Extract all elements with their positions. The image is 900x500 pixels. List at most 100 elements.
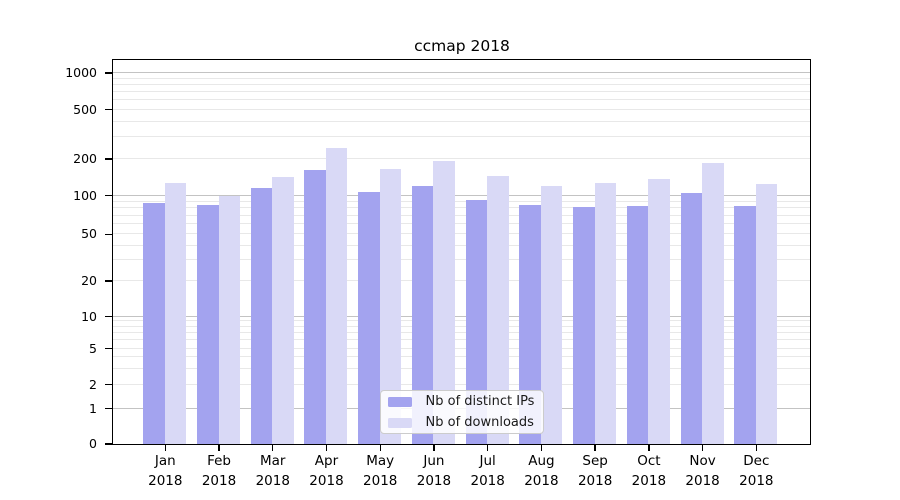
x-tick-mark — [272, 445, 274, 451]
bar-apr-2018-downloads — [325, 147, 348, 444]
gridline-50 — [112, 233, 811, 235]
y-tick-label-0: 0 — [89, 436, 97, 451]
x-tick-label-oct: Oct 2018 — [631, 453, 667, 489]
y-tick-label-100: 100 — [73, 187, 97, 203]
y-tick-mark — [104, 443, 112, 445]
y-tick-label-50: 50 — [81, 226, 97, 242]
bar-aug-2018-distinct-ips — [519, 204, 541, 444]
y-tick-label-20: 20 — [81, 273, 97, 288]
gridline-6 — [112, 339, 811, 341]
legend-label-downloads: Nb of downloads — [425, 415, 534, 430]
x-tick-mark — [325, 445, 328, 451]
x-tick-mark — [594, 445, 596, 451]
gridline-1000 — [112, 72, 811, 73]
chart-title: ccmap 2018 — [414, 37, 510, 55]
gridline-400 — [112, 120, 811, 122]
x-tick-label-sep: Sep 2018 — [577, 453, 613, 489]
x-tick-label-mar: Mar 2018 — [255, 453, 290, 489]
gridline-100 — [112, 194, 811, 196]
y-tick-mark — [104, 233, 112, 235]
gridline-80 — [112, 207, 811, 209]
bar-oct-2018-downloads — [648, 179, 670, 444]
x-tick-label-apr: Apr 2018 — [309, 453, 344, 489]
bar-aug-2018-downloads — [540, 185, 563, 444]
bar-jan-2018-downloads — [164, 183, 187, 444]
y-tick-mark — [104, 72, 112, 74]
bar-jun-2018-distinct-ips — [411, 186, 434, 444]
x-tick-label-feb: Feb 2018 — [201, 453, 237, 489]
x-tick-mark — [701, 445, 704, 451]
gridline-2 — [112, 383, 811, 385]
gridline-300 — [112, 136, 811, 138]
y-tick-mark — [104, 109, 112, 111]
gridline-8 — [112, 325, 811, 327]
bar-sep-2018-distinct-ips — [573, 206, 595, 444]
gridline-800 — [112, 83, 811, 85]
x-tick-mark — [218, 445, 220, 451]
x-tick-label-jul: Jul 2018 — [470, 453, 505, 489]
gridline-3 — [112, 367, 811, 369]
legend: Nb of distinct IPs Nb of downloads — [379, 390, 544, 434]
y-tick-mark — [104, 347, 112, 350]
legend-item-distinct-ips: Nb of distinct IPs — [387, 393, 537, 410]
gridline-900 — [112, 77, 811, 79]
x-tick-mark — [648, 445, 650, 451]
x-tick-mark — [755, 445, 757, 451]
x-tick-mark — [540, 445, 543, 451]
bar-feb-2018-distinct-ips — [197, 204, 219, 444]
bar-jul-2018-downloads — [487, 176, 509, 444]
y-tick-label-1: 1 — [89, 400, 97, 416]
gridline-10 — [112, 315, 811, 317]
x-tick-mark — [379, 445, 381, 451]
gridline-90 — [112, 200, 811, 202]
gridline-9 — [112, 320, 811, 322]
bar-mar-2018-downloads — [272, 177, 294, 444]
bar-may-2018-distinct-ips — [358, 191, 380, 444]
x-tick-label-dec: Dec 2018 — [739, 453, 774, 489]
y-tick-mark — [104, 280, 112, 282]
bar-nov-2018-distinct-ips — [680, 193, 703, 444]
gridline-40 — [112, 244, 811, 246]
y-tick-label-2: 2 — [89, 376, 97, 392]
gridline-70 — [112, 214, 811, 216]
bar-oct-2018-distinct-ips — [626, 206, 649, 444]
bar-jan-2018-distinct-ips — [143, 202, 165, 444]
bar-sep-2018-downloads — [594, 183, 617, 444]
y-tick-label-10: 10 — [81, 308, 97, 324]
x-tick-mark — [487, 445, 489, 451]
bar-jul-2018-distinct-ips — [465, 200, 488, 444]
plot-area: Nb of distinct IPs Nb of downloads — [111, 58, 812, 445]
gridline-500 — [112, 108, 811, 110]
gridline-20 — [112, 280, 811, 281]
gridline-200 — [112, 158, 811, 159]
y-tick-mark — [104, 315, 112, 318]
gridline-4 — [112, 356, 811, 358]
bar-apr-2018-distinct-ips — [304, 170, 326, 444]
bar-may-2018-downloads — [379, 169, 402, 444]
x-tick-label-aug: Aug 2018 — [524, 453, 559, 489]
x-tick-label-jun: Jun 2018 — [416, 453, 452, 489]
gridline-600 — [112, 99, 811, 101]
y-tick-mark — [104, 384, 112, 386]
y-tick-label-5: 5 — [89, 340, 97, 356]
gridline-7 — [112, 331, 811, 333]
bar-nov-2018-downloads — [702, 163, 724, 444]
bar-dec-2018-downloads — [755, 184, 778, 444]
legend-swatch-downloads-icon — [387, 417, 412, 428]
y-tick-label-500: 500 — [73, 101, 97, 117]
x-tick-mark — [164, 445, 166, 451]
gridline-700 — [112, 90, 811, 92]
bar-feb-2018-downloads — [218, 195, 241, 444]
x-tick-label-may: May 2018 — [363, 453, 398, 489]
bar-dec-2018-distinct-ips — [734, 205, 756, 444]
x-tick-label-nov: Nov 2018 — [685, 453, 720, 489]
y-tick-label-200: 200 — [73, 151, 97, 166]
gridline-60 — [112, 223, 811, 225]
bar-mar-2018-distinct-ips — [250, 188, 273, 444]
y-tick-mark — [104, 408, 112, 410]
y-tick-label-1000: 1000 — [65, 65, 97, 80]
y-tick-mark — [104, 195, 112, 197]
gridline-5 — [112, 347, 811, 349]
bar-jun-2018-downloads — [433, 161, 455, 444]
